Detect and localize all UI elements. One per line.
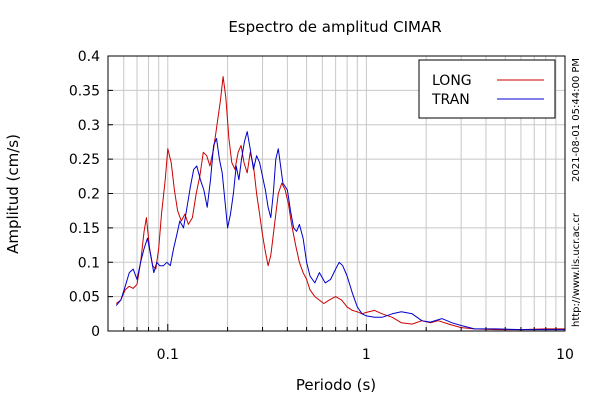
y-tick-label: 0.1 [78,255,100,271]
legend-label-tran: TRAN [431,92,470,108]
y-tick-label: 0.25 [69,152,100,168]
timestamp-annotation: 2021-08-01 05:44:00 PM [571,58,582,182]
chart-title: Espectro de amplitud CIMAR [228,18,441,36]
series-line-tran [115,131,565,331]
website-annotation: http://www.lis.ucr.ac.cr [571,212,582,327]
y-axis-label: Amplitud (cm/s) [4,134,22,254]
y-tick-label: 0 [91,324,100,340]
y-tick-label: 0.2 [78,187,100,203]
series-layer [115,76,565,331]
legend-box [418,59,556,119]
series-line-long [115,76,565,331]
y-tick-label: 0.05 [69,290,100,306]
x-tick-label: 1 [362,347,371,363]
x-tick-label: 10 [556,347,574,363]
x-tick-label: 0.1 [157,347,179,363]
axis-ticks: 0 0.05 0.1 0.15 0.2 0.25 0.3 0.35 0.4 0.1 1 10 [69,49,574,363]
y-tick-label: 0.15 [69,221,100,237]
y-tick-label: 0.4 [78,49,100,65]
y-tick-label: 0.35 [69,83,100,99]
legend: LONG TRAN [418,59,556,119]
legend-entries: LONG TRAN [431,73,544,108]
legend-label-long: LONG [432,73,472,89]
y-tick-label: 0.3 [78,118,100,134]
x-axis-label: Periodo (s) [296,376,376,394]
